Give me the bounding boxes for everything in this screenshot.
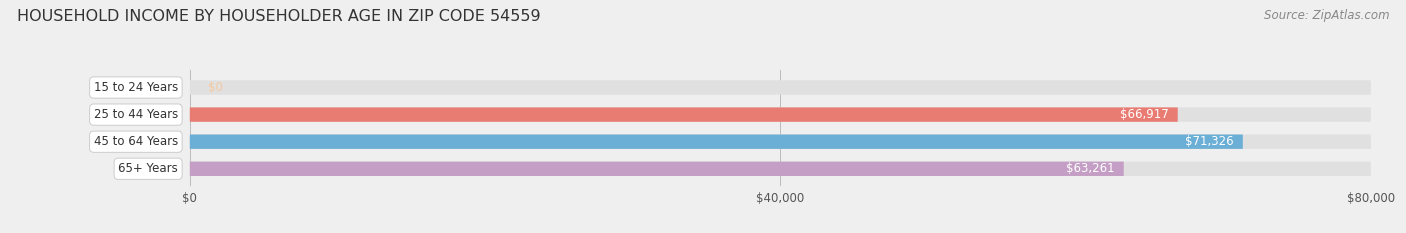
Text: $71,326: $71,326 bbox=[1185, 135, 1234, 148]
Text: 45 to 64 Years: 45 to 64 Years bbox=[94, 135, 179, 148]
FancyBboxPatch shape bbox=[190, 134, 1371, 149]
Text: $63,261: $63,261 bbox=[1066, 162, 1115, 175]
Text: $0: $0 bbox=[208, 81, 222, 94]
FancyBboxPatch shape bbox=[190, 80, 1371, 95]
Text: 15 to 24 Years: 15 to 24 Years bbox=[94, 81, 179, 94]
FancyBboxPatch shape bbox=[190, 107, 1178, 122]
Text: HOUSEHOLD INCOME BY HOUSEHOLDER AGE IN ZIP CODE 54559: HOUSEHOLD INCOME BY HOUSEHOLDER AGE IN Z… bbox=[17, 9, 540, 24]
Text: Source: ZipAtlas.com: Source: ZipAtlas.com bbox=[1264, 9, 1389, 22]
Text: 65+ Years: 65+ Years bbox=[118, 162, 179, 175]
Text: 25 to 44 Years: 25 to 44 Years bbox=[94, 108, 179, 121]
FancyBboxPatch shape bbox=[190, 162, 1371, 176]
FancyBboxPatch shape bbox=[190, 134, 1243, 149]
FancyBboxPatch shape bbox=[190, 107, 1371, 122]
FancyBboxPatch shape bbox=[190, 162, 1123, 176]
Text: $66,917: $66,917 bbox=[1121, 108, 1168, 121]
